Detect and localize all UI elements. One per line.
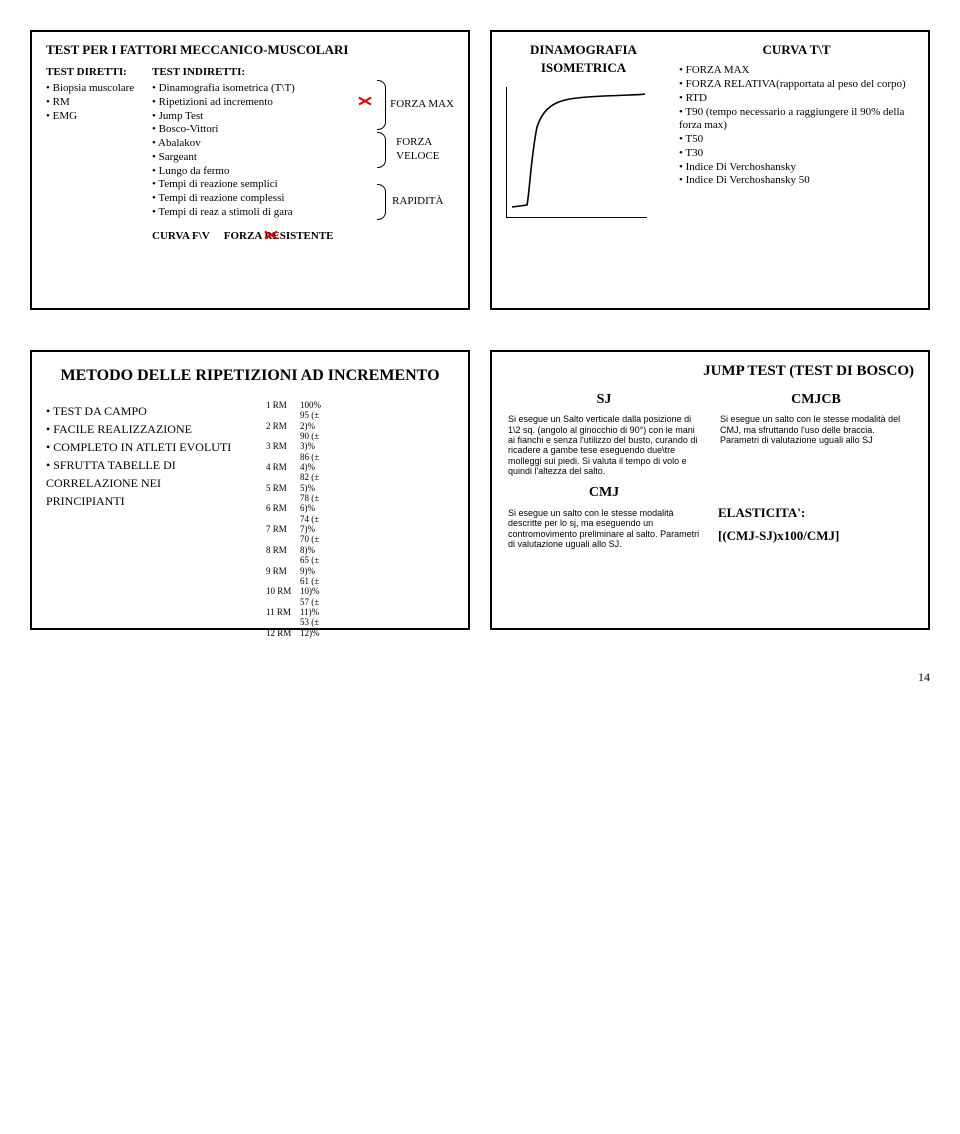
s1-r1: FORZA MAX bbox=[390, 98, 454, 112]
isometric-chart bbox=[506, 87, 647, 218]
slide-3: METODO DELLE RIPETIZIONI AD INCREMENTO T… bbox=[30, 350, 470, 630]
s3-left: TEST DA CAMPO FACILE REALIZZAZIONE COMPL… bbox=[46, 402, 236, 510]
curve-icon bbox=[507, 87, 647, 217]
elasticita-formula: [(CMJ-SJ)x100/CMJ] bbox=[718, 528, 914, 544]
s2-right-h: CURVA T\T bbox=[679, 42, 914, 58]
s2-list: FORZA MAX FORZA RELATIVA(rapportata al p… bbox=[679, 64, 914, 188]
cmjcb-text: Si esegue un salto con le stesse modalit… bbox=[720, 414, 912, 445]
s1-curve-r: FORZA RESISTENTE bbox=[224, 230, 334, 244]
s2-h2: ISOMETRICA bbox=[506, 60, 661, 76]
slide-1: TEST PER I FATTORI MECCANICO-MUSCOLARI T… bbox=[30, 30, 470, 310]
s1-curve-l: CURVA F\V bbox=[152, 230, 210, 244]
page-number: 14 bbox=[30, 670, 930, 685]
brace-icon bbox=[377, 132, 386, 168]
s2-h1: DINAMOGRAFIA bbox=[506, 42, 661, 58]
s1-mid-list: Dinamografia isometrica (T\T) Ripetizion… bbox=[152, 82, 383, 220]
brace-icon bbox=[377, 80, 386, 130]
red-x-icon bbox=[358, 94, 378, 106]
s1-title: TEST PER I FATTORI MECCANICO-MUSCOLARI bbox=[46, 42, 454, 58]
s1-left-h: TEST DIRETTI: bbox=[46, 66, 142, 80]
s3-title: METODO DELLE RIPETIZIONI AD INCREMENTO bbox=[46, 366, 454, 386]
brace-icon bbox=[377, 184, 386, 220]
slide-4: JUMP TEST (TEST DI BOSCO) SJ Si esegue u… bbox=[490, 350, 930, 630]
s1-l0: Biopsia muscolare bbox=[46, 82, 142, 96]
rm-table: 1 RM100% 2 RM95 (± 2)% 3 RM90 (± 3)% 4 R… bbox=[266, 400, 334, 638]
slide-2: DINAMOGRAFIA ISOMETRICA CURVA T\T FORZA … bbox=[490, 30, 930, 310]
s4-title: JUMP TEST (TEST DI BOSCO) bbox=[506, 362, 914, 381]
cmjcb-heading: CMJCB bbox=[718, 391, 914, 409]
sj-heading: SJ bbox=[506, 391, 702, 409]
red-x-icon bbox=[264, 228, 284, 240]
s1-l2: EMG bbox=[46, 110, 142, 124]
elasticita-label: ELASTICITA': bbox=[718, 505, 914, 521]
s1-mid-h: TEST INDIRETTI: bbox=[152, 66, 454, 80]
sj-text: Si esegue un Salto verticale dalla posiz… bbox=[508, 414, 700, 476]
cmj-text: Si esegue un salto con le stesse modalit… bbox=[508, 508, 700, 549]
cmj-heading: CMJ bbox=[506, 484, 702, 502]
s1-l1: RM bbox=[46, 96, 142, 110]
s1-left-list: Biopsia muscolare RM EMG bbox=[46, 82, 142, 123]
